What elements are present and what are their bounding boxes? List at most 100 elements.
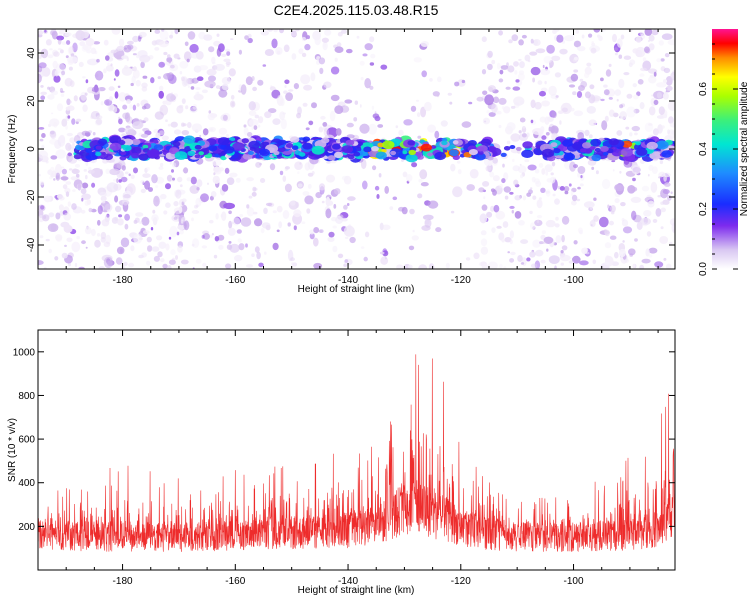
spectrogram-speckle <box>122 197 129 206</box>
spectrogram-speckle <box>518 133 529 142</box>
spectrogram-speckle <box>608 97 613 100</box>
spectrogram-speckle <box>74 164 81 168</box>
spectrogram-speckle <box>105 65 114 72</box>
spectrogram-speckle <box>586 62 592 67</box>
spectrogram-speckle <box>144 180 151 190</box>
spectrogram-speckle <box>491 157 499 166</box>
spectrogram-speckle <box>632 263 636 268</box>
spectrogram-band-cell <box>434 151 446 161</box>
spectrogram-speckle <box>660 188 669 199</box>
spectrogram-speckle <box>184 41 189 47</box>
spectrogram-speckle <box>90 47 97 55</box>
spectrogram-speckle <box>297 183 303 188</box>
spectrogram-speckle <box>590 95 601 102</box>
spectrogram-speckle <box>108 86 115 91</box>
spectrogram-speckle <box>509 230 514 239</box>
spectrogram-speckle <box>60 176 69 181</box>
spectrogram-speckle <box>265 202 273 207</box>
spectrogram-speckle <box>415 99 420 102</box>
spectrogram-speckle <box>151 246 160 252</box>
spectrogram-speckle <box>660 207 666 213</box>
spectrogram-speckle <box>97 205 103 215</box>
spectrogram-speckle <box>187 31 196 40</box>
spectrogram-speckle <box>297 106 302 115</box>
spectrogram-speckle <box>248 110 257 116</box>
spectrogram-speckle <box>340 29 347 34</box>
spectrogram-speckle <box>605 69 612 77</box>
spectrogram-speckle <box>337 253 344 259</box>
spectrogram-speckle <box>319 229 324 234</box>
spectrogram-speckle <box>40 205 45 210</box>
spectrogram-speckle <box>658 40 664 46</box>
spectrogram-speckle <box>239 214 244 218</box>
spectrogram-speckle <box>632 83 637 88</box>
spectrogram-speckle <box>218 244 224 250</box>
spectrogram-speckle <box>50 30 56 36</box>
spectrogram-speckle <box>82 76 86 79</box>
spectrogram-speckle <box>619 104 624 109</box>
spectrogram-band-cell <box>474 152 486 161</box>
spectrogram-band-cell <box>620 148 633 157</box>
spectrogram-speckle <box>639 31 644 36</box>
spectrogram-speckle <box>228 241 232 244</box>
spectrogram-speckle <box>484 120 487 123</box>
spectrogram-speckle <box>630 196 642 203</box>
spectrogram-speckle <box>114 69 120 77</box>
spectrogram-speckle <box>498 124 502 129</box>
spectrogram-x-ticks: -180 -160 -140 -120 -100 <box>37 29 659 286</box>
spectrogram-speckle <box>320 115 326 120</box>
spectrogram-speckle <box>587 159 597 166</box>
spectrogram-speckle <box>336 42 342 47</box>
spectrogram-speckle <box>514 195 521 201</box>
spectrogram-speckle <box>272 118 281 125</box>
spectrogram-speckle <box>161 29 165 32</box>
spectrogram-speckle <box>81 182 89 189</box>
spectrogram-speckle <box>225 263 232 269</box>
spectrogram-speckle <box>49 48 53 51</box>
spectrogram-speckle <box>223 58 231 63</box>
spectrogram-speckle <box>543 55 553 64</box>
spectrogram-speckle <box>334 105 344 114</box>
spectrogram-speckle <box>183 220 190 231</box>
spectrogram-band-cell <box>563 152 575 161</box>
spectrogram-speckle <box>260 178 266 183</box>
spectrogram-speckle <box>191 77 199 84</box>
spectrogram-speckle <box>424 101 432 112</box>
spectrogram-speckle <box>545 189 551 197</box>
spectrogram-speckle <box>483 196 486 200</box>
spectrogram-speckle <box>221 76 232 85</box>
spectrogram-speckle <box>341 175 349 181</box>
spectrogram-speckle <box>195 91 200 99</box>
spectrogram-band-cell <box>122 138 134 146</box>
spectrogram-speckle <box>76 183 83 190</box>
spectrogram-speckle <box>519 163 522 166</box>
spectrogram-band-cell <box>299 152 306 157</box>
spectrogram-speckle <box>534 168 540 174</box>
spectrogram-band-cell <box>608 138 619 146</box>
spectrogram-speckle <box>667 194 672 201</box>
spectrogram-speckle <box>520 239 529 245</box>
spectrogram-speckle <box>509 258 515 263</box>
spectrogram-speckle <box>195 197 202 207</box>
spectrogram-speckle <box>66 40 71 45</box>
spectrogram-speckle <box>487 261 498 269</box>
spectrogram-x-tick-label: -180 <box>113 275 133 286</box>
spectrogram-speckle <box>294 161 303 170</box>
spectrogram-speckle <box>113 162 123 169</box>
spectrogram-speckle <box>392 196 398 201</box>
spectrogram-speckle <box>212 175 220 184</box>
spectrogram-band-cell <box>441 137 448 142</box>
spectrogram-speckle <box>648 247 658 254</box>
spectrogram-speckle <box>648 254 653 258</box>
spectrogram-speckle <box>416 112 421 118</box>
spectrogram-speckle <box>427 124 436 133</box>
spectrogram-speckle <box>625 126 630 130</box>
spectrogram-speckle <box>118 118 123 125</box>
spectrogram-speckle <box>65 55 69 59</box>
spectrogram-speckle <box>380 256 389 265</box>
spectrogram-speckle <box>545 170 549 176</box>
spectrogram-speckle <box>135 79 141 87</box>
spectrogram-speckle <box>251 126 254 130</box>
spectrogram-speckle <box>186 58 190 63</box>
spectrogram-speckle <box>548 85 557 96</box>
